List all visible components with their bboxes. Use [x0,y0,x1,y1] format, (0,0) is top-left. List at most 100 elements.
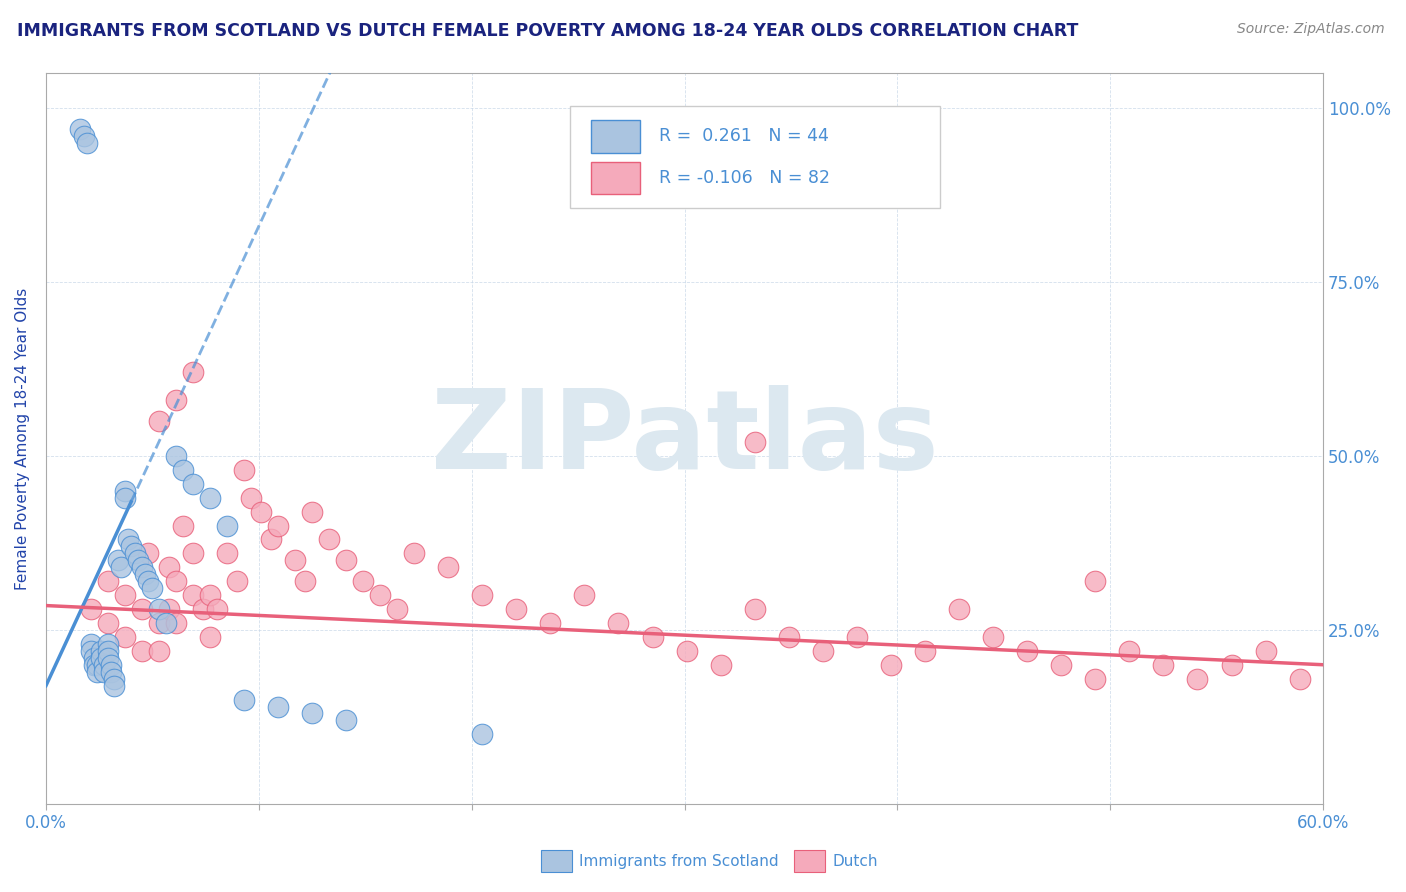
Point [45,602,67,616]
Point [269,560,291,574]
Point [333,615,356,630]
Point [482,630,505,644]
Point [124,602,146,616]
Point [49,657,72,672]
Point [120,630,142,644]
Point [631,644,654,658]
Point [66,483,89,498]
Point [45,644,67,658]
Point [65,560,87,574]
Point [780,644,803,658]
Point [886,657,908,672]
Point [226,588,249,602]
Point [39,121,62,136]
Point [375,615,398,630]
Point [56,644,79,658]
Text: Source: ZipAtlas.com: Source: ZipAtlas.com [1237,22,1385,37]
Point [418,644,440,658]
Point [60,672,83,686]
Point [758,657,780,672]
Point [503,644,526,658]
Point [1014,672,1036,686]
Point [141,463,163,477]
Point [844,685,866,699]
Point [716,657,738,672]
Point [184,706,207,721]
Point [49,665,72,679]
Point [1142,685,1164,699]
Point [120,588,142,602]
Point [48,650,70,665]
Point [45,637,67,651]
Point [823,657,845,672]
Point [247,546,270,560]
FancyBboxPatch shape [569,106,941,208]
Point [136,574,159,589]
Point [73,546,96,560]
Point [1216,657,1239,672]
Point [695,644,717,658]
Point [1099,672,1122,686]
Point [439,657,461,672]
Point [53,657,76,672]
Point [98,615,121,630]
Point [1056,685,1078,699]
Point [152,505,174,519]
Point [41,128,63,143]
Point [79,567,101,582]
Point [131,518,153,533]
Point [141,692,163,706]
Text: IMMIGRANTS FROM SCOTLAND VS DUTCH FEMALE POVERTY AMONG 18-24 YEAR OLDS CORRELATI: IMMIGRANTS FROM SCOTLAND VS DUTCH FEMALE… [17,22,1078,40]
Point [89,644,111,658]
Point [354,588,377,602]
Point [865,672,887,686]
Point [56,637,79,651]
Point [609,630,631,644]
Point [58,657,80,672]
Point [60,679,83,693]
Point [56,615,79,630]
Point [66,588,89,602]
Point [290,588,312,602]
Point [44,136,66,150]
Point [567,644,589,658]
Point [673,574,696,589]
Point [82,574,104,589]
Point [48,657,70,672]
Point [56,650,79,665]
Point [131,546,153,560]
Point [737,672,759,686]
Point [1099,699,1122,714]
Point [886,449,908,463]
Point [52,644,75,658]
Point [1184,699,1206,714]
Point [205,714,228,728]
Point [77,602,100,616]
Bar [592,120,640,153]
Point [115,602,138,616]
Point [93,615,115,630]
Point [194,533,217,547]
Point [205,553,228,567]
Text: R = -0.106   N = 82: R = -0.106 N = 82 [659,169,830,187]
Point [163,699,186,714]
Text: Dutch: Dutch [832,855,877,869]
Point [396,630,419,644]
Point [89,615,111,630]
Point [238,602,260,616]
Point [69,533,91,547]
Point [53,665,76,679]
Point [58,665,80,679]
Point [546,657,568,672]
Point [120,491,142,505]
Point [460,602,482,616]
Point [460,434,482,449]
Point [159,533,181,547]
Point [103,518,125,533]
Point [66,630,89,644]
Point [75,553,97,567]
Point [66,491,89,505]
Point [290,727,312,741]
Point [98,574,121,589]
Point [215,574,238,589]
